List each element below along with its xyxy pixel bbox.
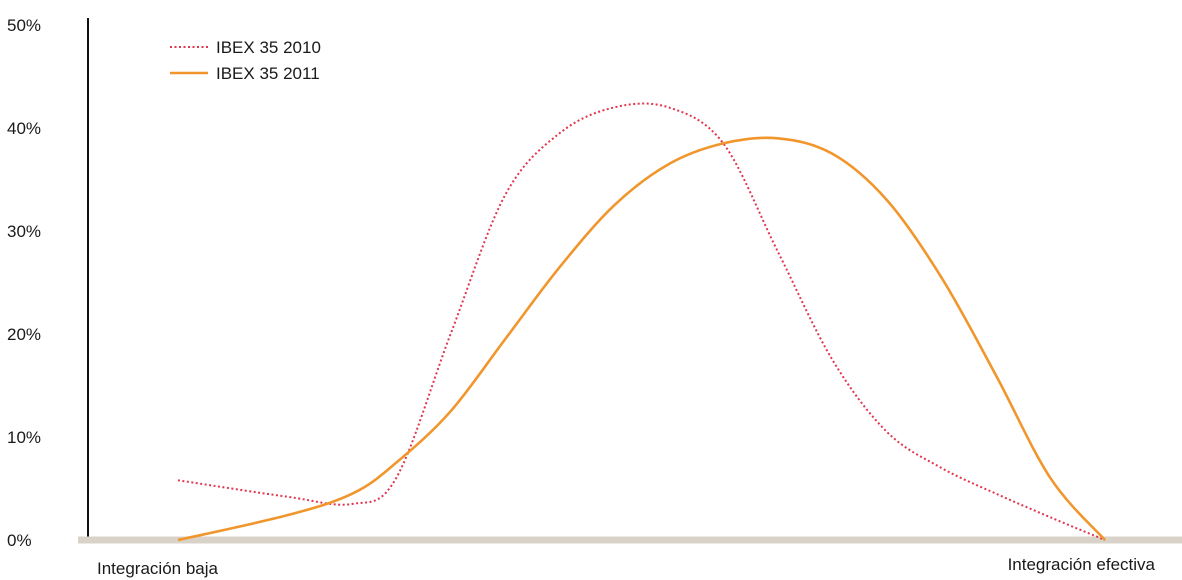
legend-label: IBEX 35 2011: [216, 64, 320, 83]
y-tick-label: 20%: [7, 325, 41, 344]
series-layer: [177, 102, 1106, 542]
series-line-ibex-35-2011: [177, 136, 1106, 542]
y-tick-label: 30%: [7, 222, 41, 241]
y-tick-label: 50%: [7, 16, 41, 35]
x-label-start: Integración baja: [97, 559, 219, 578]
y-tick-label: 0%: [7, 531, 32, 550]
legend-label: IBEX 35 2010: [216, 38, 321, 57]
x-label-end: Integración efectiva: [1008, 555, 1156, 574]
y-tick-label: 40%: [7, 119, 41, 138]
y-tick-label: 10%: [7, 428, 41, 447]
legend: IBEX 35 2010 IBEX 35 2011: [170, 38, 321, 83]
series-line-ibex-35-2010: [177, 102, 1106, 541]
y-axis-ticks: 0% 10% 20% 30% 40% 50%: [7, 16, 41, 550]
